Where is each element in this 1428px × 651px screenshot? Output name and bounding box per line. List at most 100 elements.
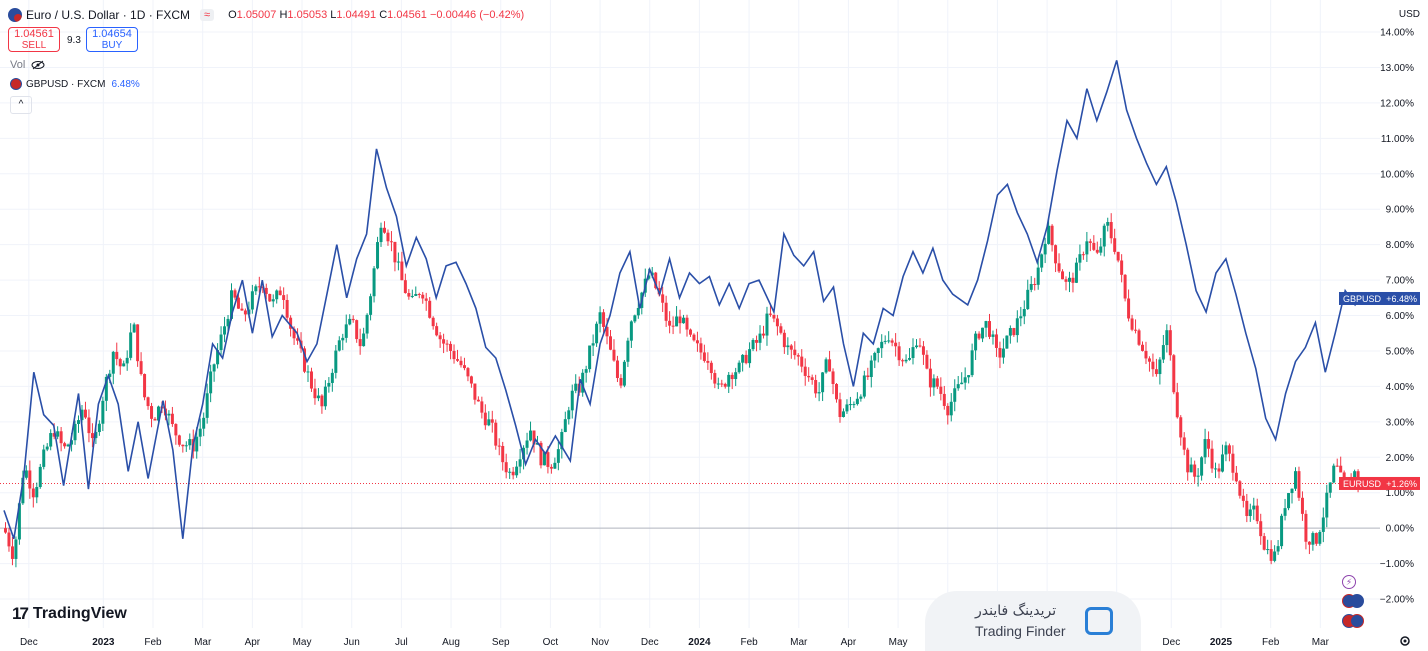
y-axis[interactable]: −2.00% −1.00% 0.00% 1.00% 2.00% 3.00% 4.00% 5.0… — [1380, 28, 1414, 606]
candle — [362, 327, 366, 347]
candle — [556, 441, 560, 471]
candle — [511, 467, 515, 480]
candle — [1311, 531, 1315, 551]
sell-button[interactable]: 1.04561 SELL — [8, 27, 60, 52]
eye-hidden-icon[interactable] — [31, 60, 45, 70]
candle — [1088, 238, 1092, 252]
candle — [438, 331, 442, 348]
series-name-tag: EURUSD — [1343, 479, 1382, 489]
candle — [35, 482, 39, 504]
candle — [407, 289, 411, 300]
candle — [914, 339, 918, 349]
candle — [115, 342, 119, 366]
series-value-tag: +6.48% — [1386, 294, 1417, 304]
y-tick-label: 9.00% — [1386, 205, 1414, 216]
candle — [400, 251, 404, 281]
us-event-flag-icon-2[interactable] — [1350, 614, 1364, 628]
candle — [132, 322, 136, 333]
candle — [188, 433, 192, 450]
symbol-title[interactable]: Euro / U.S. Dollar · 1D · FXCM — [26, 8, 191, 22]
volume-legend[interactable]: Vol — [10, 59, 45, 71]
gear-icon[interactable] — [1399, 635, 1411, 647]
candle — [901, 358, 905, 367]
y-tick-label: 8.00% — [1386, 240, 1414, 251]
last-value-tag-gbpusd[interactable]: GBPUSD +6.48% — [1339, 291, 1420, 305]
indicator-badge[interactable]: ≈ — [200, 9, 215, 21]
candle — [716, 377, 720, 390]
candle — [949, 393, 953, 422]
candle — [1033, 277, 1037, 291]
candle — [1193, 460, 1197, 483]
eurusd-candles — [3, 213, 1360, 568]
lightning-icon[interactable]: ⚡ — [1342, 575, 1356, 589]
candle — [1328, 482, 1332, 498]
candle — [483, 404, 487, 430]
candle — [824, 357, 828, 374]
candle — [10, 537, 14, 566]
candle — [720, 379, 724, 388]
candle — [786, 337, 790, 355]
candle — [66, 443, 70, 447]
candle — [1064, 276, 1068, 291]
symbol-header[interactable]: Euro / U.S. Dollar · 1D · FXCM ≈ O1.0500… — [8, 6, 524, 24]
candle — [706, 352, 710, 370]
compare-legend[interactable]: GBPUSD · FXCM 6.48% — [10, 78, 140, 90]
buy-price: 1.04654 — [92, 28, 132, 40]
candle — [365, 313, 369, 339]
candle — [622, 360, 626, 388]
trading-finder-logo-icon — [1085, 607, 1113, 635]
buy-button[interactable]: 1.04654 BUY — [86, 27, 138, 52]
candle — [285, 294, 289, 321]
candle — [226, 315, 230, 332]
tradingview-logo[interactable]: 17 TradingView — [12, 604, 127, 624]
candle — [1102, 223, 1106, 257]
candle — [1186, 447, 1190, 481]
candle — [14, 536, 18, 568]
candle — [967, 375, 971, 384]
candle — [567, 406, 571, 425]
candle — [981, 327, 985, 343]
chevron-up-icon: ^ — [18, 99, 24, 110]
candle — [337, 336, 341, 352]
candle — [1001, 338, 1005, 364]
candle — [1203, 428, 1207, 464]
collapse-legend-button[interactable]: ^ — [10, 96, 32, 114]
candle — [1255, 498, 1259, 524]
candle — [1248, 503, 1252, 522]
last-value-tag-eurusd[interactable]: EURUSD +1.26% — [1339, 476, 1420, 490]
candle — [1151, 353, 1155, 377]
candle — [233, 288, 237, 300]
candle — [793, 341, 797, 360]
currency-label[interactable]: USD — [1398, 9, 1420, 20]
candle — [264, 283, 268, 300]
buy-label: BUY — [101, 40, 123, 51]
candle — [779, 323, 783, 335]
gbpusd-line — [3, 60, 1361, 540]
candle — [83, 401, 87, 419]
candle — [303, 346, 307, 374]
candle — [327, 377, 331, 393]
candle — [396, 252, 400, 271]
candle — [1269, 540, 1273, 565]
candle — [998, 341, 1002, 369]
y-tick-label: 10.00% — [1380, 169, 1414, 180]
candle — [1158, 357, 1162, 385]
candle — [807, 367, 811, 382]
compare-symbol: GBPUSD · FXCM — [26, 78, 106, 90]
candle — [1273, 545, 1277, 563]
candle — [184, 441, 188, 452]
candle — [351, 315, 355, 323]
candle — [3, 522, 7, 534]
candle — [181, 444, 185, 453]
trading-finder-watermark: تریدینگ فایندر Trading Finder — [925, 591, 1141, 651]
candle — [755, 335, 759, 352]
candle — [494, 419, 498, 450]
candle — [765, 306, 769, 346]
candle — [928, 358, 932, 397]
candle — [216, 343, 220, 369]
eu-event-flag-icon[interactable] — [1350, 594, 1364, 608]
candle — [209, 364, 213, 403]
candle — [473, 383, 477, 405]
candle — [421, 292, 425, 304]
